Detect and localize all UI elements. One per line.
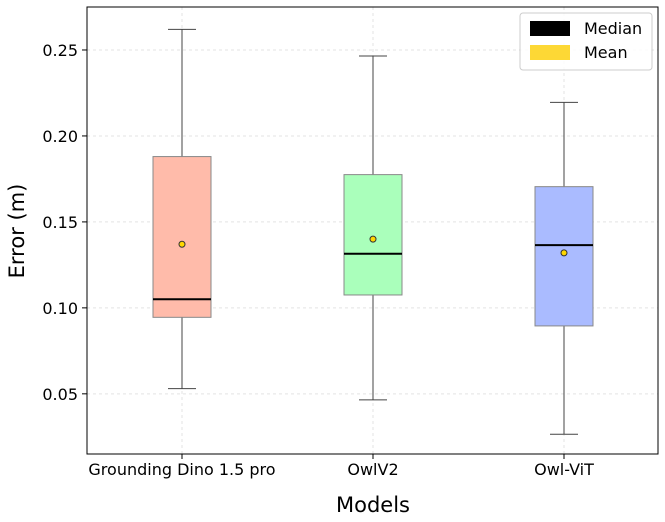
box-group <box>343 55 403 401</box>
x-axis-label: Models <box>336 493 410 517</box>
box-group <box>152 28 212 390</box>
legend-label-median: Median <box>584 19 642 38</box>
y-tick-label: 0.20 <box>42 127 78 146</box>
legend-label-mean: Mean <box>584 43 628 62</box>
legend-swatch-median <box>530 21 570 36</box>
x-tick-label: OwlV2 <box>347 460 398 479</box>
x-axis-ticks: Grounding Dino 1.5 pro OwlV2 Owl-ViT <box>88 454 594 479</box>
y-axis-ticks: 0.05 0.10 0.15 0.20 0.25 <box>42 41 87 404</box>
y-axis-label: Error (m) <box>5 184 29 279</box>
y-tick-label: 0.25 <box>42 41 78 60</box>
legend-swatch-mean <box>530 45 570 60</box>
legend: Median Mean <box>519 12 653 71</box>
boxes <box>152 28 594 435</box>
x-tick-label: Grounding Dino 1.5 pro <box>88 460 275 479</box>
box-group <box>534 101 594 435</box>
x-tick-label: Owl-ViT <box>534 460 594 479</box>
mean-marker <box>369 235 377 243</box>
mean-marker <box>560 249 568 257</box>
mean-marker <box>178 240 186 248</box>
y-tick-label: 0.05 <box>42 385 78 404</box>
y-tick-label: 0.10 <box>42 299 78 318</box>
y-tick-label: 0.15 <box>42 213 78 232</box>
box-iqr <box>152 156 212 318</box>
box-iqr <box>343 174 403 296</box>
